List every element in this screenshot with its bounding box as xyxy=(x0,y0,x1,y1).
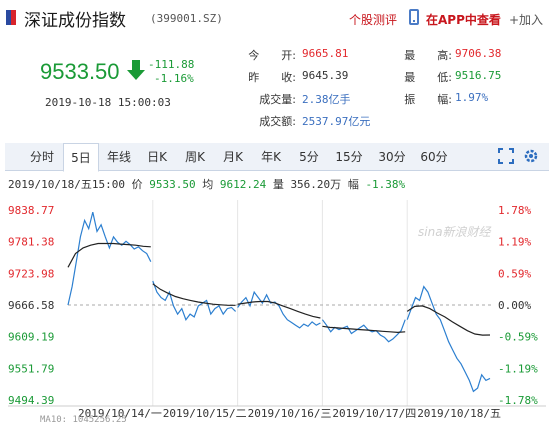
stat-label: 昨 收: xyxy=(248,71,296,84)
stat-value: 9516.75 xyxy=(455,69,502,82)
open-in-app-link[interactable]: 在APP中查看 xyxy=(426,13,501,27)
crosshair-price: 9533.50 xyxy=(149,178,196,191)
stat-label: 成交量: xyxy=(259,93,296,106)
period-tab-bar: 分时 5日 年线 日K 周K 月K 年K 5分 15分 30分 60分 xyxy=(5,143,549,172)
tab-日K[interactable]: 日K xyxy=(147,150,167,164)
tab-30分[interactable]: 30分 xyxy=(378,150,406,164)
crosshair-pct-label: 幅 xyxy=(347,178,359,191)
avg-series-day-5 xyxy=(406,305,491,336)
price-change: -111.88 -1.16% xyxy=(148,58,194,86)
down-arrow-icon xyxy=(127,60,145,80)
quote-timestamp: 2019-10-18 15:00:03 xyxy=(45,96,171,109)
x-tick-label: 2019/10/18/五 xyxy=(417,407,501,420)
stat-value: 1.97% xyxy=(455,91,489,104)
pct-tick-label: -0.59% xyxy=(498,331,538,344)
tab-60分[interactable]: 60分 xyxy=(420,150,448,164)
x-tick-label: 2019/10/14/一 xyxy=(78,407,162,420)
crosshair-price-label: 价 xyxy=(131,178,143,191)
tab-年K[interactable]: 年K xyxy=(261,150,281,164)
avg-series-day-2 xyxy=(152,283,236,306)
price-series-day-2 xyxy=(152,280,237,321)
mobile-phone-icon xyxy=(409,9,419,25)
crosshair-pct: -1.38% xyxy=(365,178,406,191)
pct-tick-label: 1.19% xyxy=(498,236,531,249)
stat-value: 2537.97亿元 xyxy=(302,115,371,128)
change-points: -111.88 xyxy=(148,58,195,71)
current-price: 9533.50 xyxy=(40,59,120,84)
stat-label: 成交额: xyxy=(259,115,296,128)
brand-logo xyxy=(6,10,16,25)
tab-15分[interactable]: 15分 xyxy=(335,150,363,164)
crosshair-info: 2019/10/18/五15:00 价 9533.50 均 9612.24 量 … xyxy=(8,176,405,192)
change-percent: -1.16% xyxy=(154,72,194,85)
pct-tick-label: -1.78% xyxy=(498,394,538,407)
crosshair-avg: 9612.24 xyxy=(219,178,267,191)
x-tick-label: 2019/10/16/三 xyxy=(248,407,332,420)
pct-tick-label: 0.00% xyxy=(498,299,531,312)
stat-value: 2.38亿手 xyxy=(302,93,351,106)
y-tick-label: 9666.58 xyxy=(8,299,54,312)
tab-月K[interactable]: 月K xyxy=(223,150,243,164)
five-day-chart[interactable]: sina新浪财经 9838.77 9781.38 9723.98 9666.58 960… xyxy=(0,190,554,423)
stat-label: 最 低: xyxy=(404,71,452,84)
fullscreen-icon[interactable] xyxy=(498,148,514,164)
settings-icon[interactable] xyxy=(523,148,539,164)
avg-series-day-4 xyxy=(322,325,406,334)
avg-series-day-1 xyxy=(67,242,151,268)
y-tick-label: 9551.79 xyxy=(8,362,54,375)
stat-label: 振 幅: xyxy=(404,93,452,106)
tab-年线[interactable]: 年线 xyxy=(106,150,131,164)
pct-tick-label: 1.78% xyxy=(498,204,531,217)
crosshair-avg-label: 均 xyxy=(202,178,214,191)
volume-ma-readout: MA10: 1045256.25 xyxy=(40,415,127,423)
stat-value: 9706.38 xyxy=(455,47,502,60)
stat-value: 9665.81 xyxy=(302,47,349,60)
price-series-day-4 xyxy=(321,319,406,343)
tab-5分[interactable]: 5分 xyxy=(299,150,319,164)
crosshair-vol-label: 量 xyxy=(272,178,284,191)
y-tick-label: 9494.39 xyxy=(8,394,54,407)
x-tick-label: 2019/10/15/二 xyxy=(163,407,247,420)
sina-watermark: sina新浪财经 xyxy=(418,225,493,239)
index-code: (399001.SZ) xyxy=(150,12,223,25)
pct-tick-label: 0.59% xyxy=(498,267,531,280)
stat-label: 最 高: xyxy=(404,49,452,62)
stat-label: 今 开: xyxy=(248,49,296,62)
index-name: 深证成份指数 xyxy=(24,11,126,31)
y-tick-label: 9781.38 xyxy=(8,236,54,249)
y-tick-label: 9609.19 xyxy=(8,331,54,344)
pct-tick-label: -1.19% xyxy=(498,362,538,375)
tab-5日[interactable]: 5日 xyxy=(63,143,99,172)
y-tick-label: 9723.98 xyxy=(8,267,54,280)
price-series-day-3 xyxy=(237,290,321,329)
stock-review-link[interactable]: 个股测评 xyxy=(349,13,398,27)
tab-分时[interactable]: 分时 xyxy=(29,150,54,164)
price-series-day-1 xyxy=(67,211,152,306)
x-tick-label: 2019/10/17/四 xyxy=(332,407,416,420)
tab-周K[interactable]: 周K xyxy=(185,150,205,164)
price-series-day-5 xyxy=(406,285,491,393)
avg-series-day-3 xyxy=(237,300,321,319)
crosshair-date: 2019/10/18/五15:00 xyxy=(8,178,125,191)
crosshair-vol: 356.20万 xyxy=(290,178,342,191)
y-tick-label: 9838.77 xyxy=(8,204,54,217)
add-to-watchlist-button[interactable]: +加入 xyxy=(509,13,544,27)
stat-value: 9645.39 xyxy=(302,69,349,82)
